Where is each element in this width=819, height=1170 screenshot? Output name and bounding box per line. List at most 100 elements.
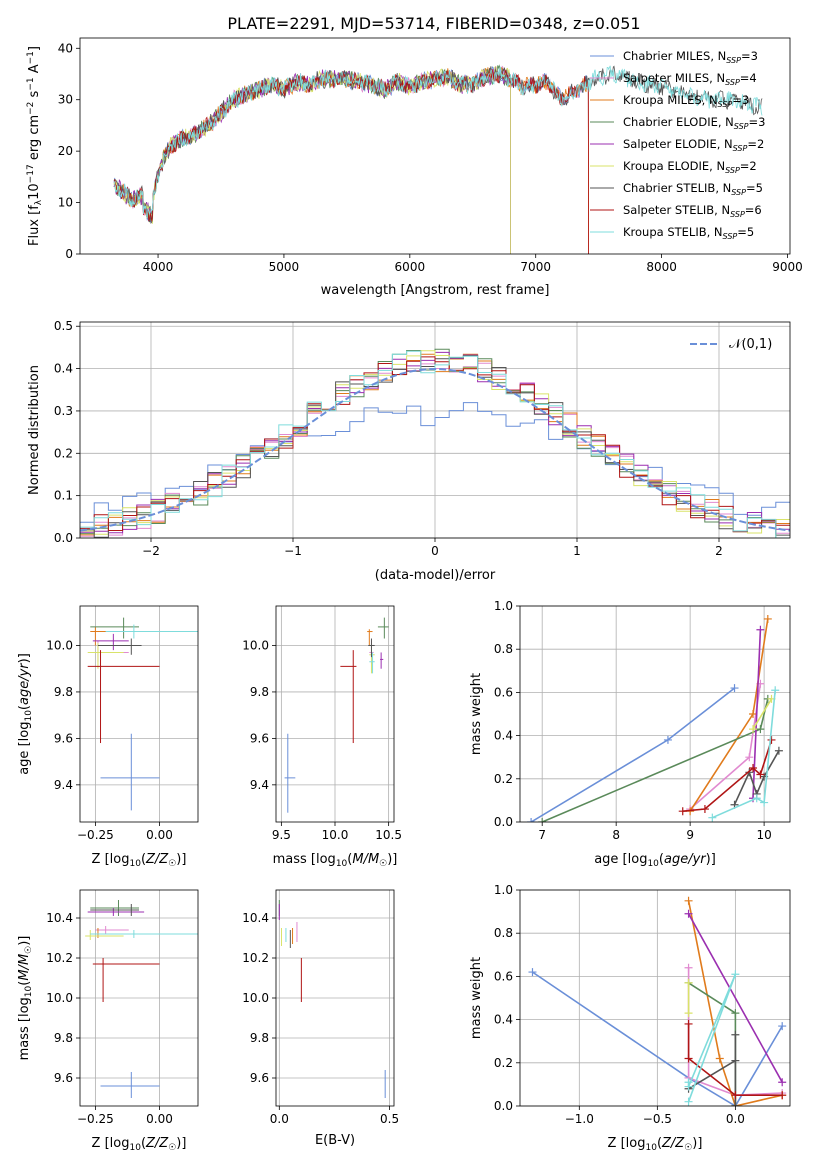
y-tick-label: 1.0 <box>494 599 513 613</box>
y-tick-label: 9.8 <box>54 1031 73 1045</box>
figure-title: PLATE=2291, MJD=53714, FIBERID=0348, z=0… <box>227 14 640 33</box>
y-tick-label: 9.8 <box>54 685 73 699</box>
weight-point <box>731 1056 740 1065</box>
weight-series-line <box>687 1023 783 1096</box>
y-axis-label: mass weight <box>469 957 484 1039</box>
y-tick-label: 0.3 <box>54 404 73 418</box>
weight-point <box>700 805 709 814</box>
x-tick-label: 0.5 <box>380 1112 399 1126</box>
weight-point <box>778 1091 787 1100</box>
y-axis-label: age [log10(age/yr)] <box>17 653 34 775</box>
weight-vs-metallicity-panel: −1.0 −0.5 0.0 0.0 0.2 0.4 0.6 0.8 1.0 Z [log10(Z/… <box>469 883 791 1153</box>
x-tick-label: 9000 <box>772 260 803 274</box>
plot-area <box>87 617 198 811</box>
y-tick-label: 9.4 <box>250 778 269 792</box>
x-tick-label: 8 <box>612 828 620 842</box>
plot-area <box>113 64 763 254</box>
age-vs-mass-panel: 9.5 10.0 10.5 9.4 9.6 9.8 10.0 mass [log10(M/M☉… <box>242 605 402 869</box>
x-tick-label: 10 <box>756 828 771 842</box>
y-axis-label: Flux [fλ10−17 erg cm−2 s−1 A−1] <box>26 46 44 246</box>
x-axis-label: Z [log10(Z/Z☉)] <box>608 1136 703 1153</box>
x-tick-label: −2 <box>142 544 160 558</box>
x-axis-label: (data-model)/error <box>375 568 496 583</box>
weight-point <box>756 725 765 734</box>
x-tick-label: 1 <box>573 544 581 558</box>
axes-frame <box>519 605 791 823</box>
y-tick-label: 9.6 <box>250 1071 269 1085</box>
x-tick-label: −0.25 <box>77 828 114 842</box>
weight-series-line <box>682 739 773 812</box>
histogram-series-line <box>80 356 790 532</box>
legend-entry: Kroupa ELODIE, NSSP=2 <box>623 159 757 175</box>
weight-point <box>731 1030 740 1039</box>
y-tick-label: 10.0 <box>46 638 73 652</box>
weight-series-line <box>752 698 773 730</box>
x-tick-label: 8000 <box>646 260 677 274</box>
x-tick-label: 9.5 <box>272 828 291 842</box>
x-tick-label: 10.0 <box>322 828 349 842</box>
weight-point <box>708 813 717 822</box>
y-tick-label: 0.8 <box>494 642 513 656</box>
weight-point <box>756 770 765 779</box>
x-tick-label: 4000 <box>143 260 174 274</box>
axes-frame <box>79 889 199 1107</box>
weight-point <box>731 1102 740 1106</box>
spectrum-series-line <box>113 64 511 254</box>
weight-point <box>684 1054 693 1063</box>
y-tick-label: 10 <box>58 196 73 210</box>
x-tick-label: 7000 <box>520 260 551 274</box>
plot-area <box>278 900 386 1098</box>
weight-point <box>527 818 536 822</box>
spectrum-series-line <box>113 65 763 219</box>
weight-point <box>684 978 693 987</box>
x-tick-label: −0.25 <box>77 1112 114 1126</box>
weight-point <box>528 968 537 977</box>
x-tick-label: 7 <box>538 828 546 842</box>
mass-vs-extinction-panel: 0.0 0.5 9.6 9.8 10.0 10.2 10.4 E(B-V) <box>242 889 399 1148</box>
legend-entry: Kroupa STELIB, NSSP=5 <box>623 225 754 241</box>
legend-entry: 𝒩(0,1) <box>729 337 772 352</box>
legend-entry: Kroupa MILES, NSSP=3 <box>623 93 749 109</box>
x-axis-label: Z [log10(Z/Z☉)] <box>92 1136 187 1153</box>
weight-series-line <box>689 683 762 810</box>
y-tick-label: 10.2 <box>46 951 73 965</box>
y-tick-label: 10.4 <box>46 911 73 925</box>
weight-series-line <box>711 690 776 819</box>
plot-area <box>80 348 790 538</box>
y-tick-label: 20 <box>58 144 73 158</box>
spectrum-series-line <box>113 65 589 254</box>
y-tick-label: 0.2 <box>494 772 513 786</box>
age-vs-metallicity-panel: −0.25 0.00 9.4 9.6 9.8 10.0 Z [log10(Z/Z☉)] age… <box>17 605 199 869</box>
y-axis-label: Normed distribution <box>27 365 42 495</box>
spectrum-series-line <box>113 66 589 254</box>
spectrum-series-line <box>113 66 511 254</box>
weight-series-line <box>688 1034 737 1106</box>
weight-series-line <box>687 913 783 1083</box>
y-tick-label: 10.0 <box>46 991 73 1005</box>
y-tick-label: 0 <box>65 247 73 261</box>
x-axis-label: E(B-V) <box>315 1133 355 1148</box>
weight-point <box>767 735 776 744</box>
x-tick-label: 9 <box>686 828 694 842</box>
axes-frame <box>275 605 395 823</box>
y-tick-label: 10.2 <box>242 951 269 965</box>
y-tick-label: 0.0 <box>494 1099 513 1113</box>
x-tick-label: 0.0 <box>726 1112 745 1126</box>
x-tick-label: −1.0 <box>565 1112 594 1126</box>
spectrum-series-line <box>113 68 589 254</box>
weight-point <box>663 735 672 744</box>
y-tick-label: 40 <box>58 41 73 55</box>
weight-series-line <box>530 687 735 822</box>
y-tick-label: 0.2 <box>54 446 73 460</box>
weight-point <box>756 625 765 634</box>
y-tick-label: 9.8 <box>250 685 269 699</box>
weight-point <box>731 1009 740 1018</box>
y-tick-label: 0.8 <box>494 926 513 940</box>
weight-point <box>778 1022 787 1031</box>
y-tick-label: 0.1 <box>54 489 73 503</box>
weight-point <box>678 807 687 816</box>
y-tick-label: 9.8 <box>250 1031 269 1045</box>
legend-entry: Salpeter MILES, NSSP=4 <box>623 71 757 87</box>
spectrum-panel: 4000 5000 6000 7000 8000 9000 0 10 20 30 40 wavelen… <box>26 37 803 298</box>
